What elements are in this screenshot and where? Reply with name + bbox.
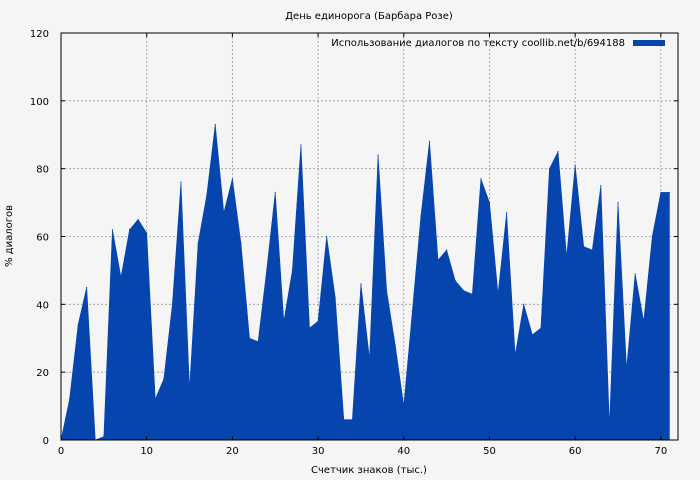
y-axis-label: % диалогов: [4, 205, 15, 267]
data-point: [128, 229, 131, 231]
data-point: [317, 320, 319, 322]
data-point: [257, 341, 259, 343]
data-point: [163, 378, 165, 380]
data-point: [283, 320, 285, 322]
ticks: 0 10 20 30 40 50 60 70 0 20 40 60 80 100 120: [30, 29, 678, 457]
data-point: [471, 293, 473, 295]
legend-swatch: [633, 40, 665, 46]
data-point: [514, 354, 516, 356]
data-point: [634, 273, 636, 275]
data-point: [240, 242, 242, 244]
data-point: [608, 425, 611, 428]
legend: Использование диалогов по тексту coollib…: [331, 38, 665, 49]
data-point: [454, 279, 456, 282]
data-point: [248, 337, 251, 339]
data-point: [77, 324, 79, 326]
data-point: [231, 178, 233, 180]
data-point: [120, 276, 122, 278]
data-point: [68, 398, 71, 400]
data-point: [411, 310, 413, 312]
data-point: [334, 296, 336, 299]
data-point: [300, 144, 302, 146]
data-point: [600, 185, 602, 187]
data-point: [660, 191, 662, 194]
data-point: [463, 290, 465, 292]
x-tick-label: 40: [397, 446, 410, 457]
data-point: [583, 246, 585, 248]
data-point: [326, 235, 328, 238]
data-point: [188, 388, 191, 390]
data-point: [360, 283, 362, 285]
data-point: [146, 232, 148, 234]
data-point: [565, 256, 568, 258]
y-tick-label: 80: [36, 165, 49, 176]
data-point: [403, 405, 405, 407]
data-point: [86, 286, 88, 288]
data-point: [111, 229, 114, 231]
x-axis-label: Счетчик знаков (тыс.): [311, 465, 427, 476]
data-point: [523, 303, 525, 305]
data-point: [368, 358, 371, 360]
data-point: [180, 181, 182, 183]
data-point: [343, 419, 345, 421]
legend-label: Использование диалогов по тексту coollib…: [331, 38, 625, 49]
data-point: [386, 290, 388, 292]
data-point: [394, 344, 396, 346]
data-point: [351, 419, 353, 421]
data-point: [651, 235, 653, 238]
data-point: [223, 212, 225, 214]
data-point: [668, 191, 671, 194]
data-point: [548, 168, 551, 170]
data-point: [274, 191, 276, 194]
x-tick-label: 70: [654, 446, 667, 457]
x-tick-label: 50: [483, 446, 496, 457]
data-point: [591, 249, 593, 251]
y-tick-label: 40: [36, 300, 49, 311]
data-point: [488, 201, 491, 204]
data-point: [617, 201, 619, 204]
x-tick-label: 20: [226, 446, 239, 457]
x-tick-label: 10: [140, 446, 153, 457]
y-tick-label: 100: [30, 97, 49, 108]
data-point: [643, 320, 645, 322]
y-tick-label: 0: [43, 436, 49, 447]
data-point: [214, 123, 216, 126]
data-point: [154, 398, 156, 400]
x-tick-label: 60: [569, 446, 582, 457]
x-tick-label: 30: [312, 446, 325, 457]
data-point: [206, 195, 208, 197]
data-point: [291, 269, 293, 272]
data-point: [446, 249, 448, 251]
data-point: [266, 269, 268, 272]
series-layer: [60, 123, 671, 441]
data-point: [171, 303, 174, 305]
x-tick-label: 0: [58, 446, 64, 457]
data-point: [574, 164, 576, 166]
data-point: [377, 154, 379, 156]
data-point: [557, 151, 559, 153]
data-point: [197, 242, 199, 244]
data-point: [103, 436, 105, 438]
data-point: [480, 178, 482, 180]
data-point: [625, 368, 628, 370]
y-tick-label: 60: [36, 233, 49, 244]
data-point: [497, 293, 499, 295]
data-point: [437, 259, 439, 261]
data-point: [308, 327, 311, 329]
data-point: [137, 218, 139, 221]
y-tick-label: 120: [30, 29, 49, 40]
data-point: [540, 327, 542, 329]
data-point: [420, 215, 422, 217]
chart-title: День единорога (Барбара Розе): [285, 11, 453, 22]
data-point: [506, 212, 508, 214]
series-area-0: [60, 124, 670, 441]
data-point: [531, 334, 533, 336]
y-tick-label: 20: [36, 368, 49, 379]
data-point: [428, 140, 431, 143]
